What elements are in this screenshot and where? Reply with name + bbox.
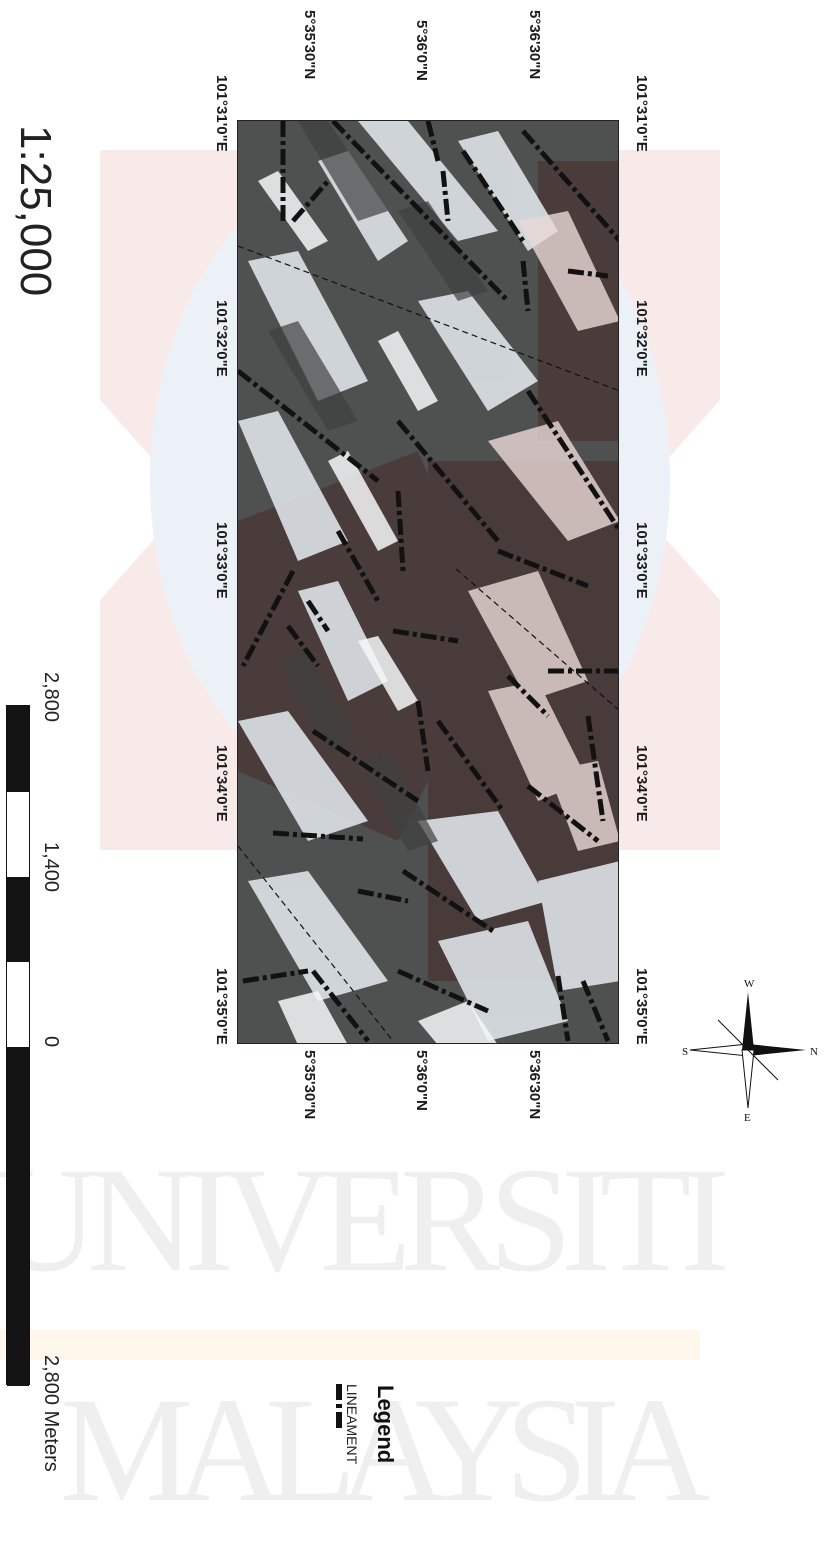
lon-label-left-4: 101°34'0"E [213,745,230,822]
lat-label-bottom-2: 5°36'0"N [413,1050,430,1111]
compass-s: S [682,1046,688,1058]
north-arrow-icon: N S E W [682,978,818,1124]
scale-seg-3 [7,877,29,962]
lineament-legend-icon [336,1384,342,1432]
scale-seg-4 [7,962,29,1047]
compass-n: N [810,1046,818,1058]
scale-bar [6,705,30,1386]
lon-label-right-4: 101°34'0"E [633,745,650,822]
lat-label-top-3: 5°36'30"N [526,10,543,80]
compass-w: W [744,978,755,990]
scale-ratio: 1:25,000 [11,125,60,297]
lon-label-left-1: 101°31'0"E [213,75,230,152]
legend-title: Legend [373,1385,398,1464]
scale-seg-5 [7,1047,29,1386]
compass-e: E [744,1112,751,1124]
lat-label-top-2: 5°36'0"N [413,20,430,81]
scale-seg-2 [7,792,29,877]
scale-label-2800: 2,800 [40,672,62,723]
scale-label-end: 2,800 Meters [40,1355,62,1472]
lat-label-top-1: 5°35'30"N [301,10,318,80]
lon-label-right-3: 101°33'0"E [633,522,650,599]
scale-label-0: 0 [40,1036,62,1048]
lon-label-right-5: 101°35'0"E [633,968,650,1045]
lon-label-right-1: 101°31'0"E [633,75,650,152]
lon-label-left-5: 101°35'0"E [213,968,230,1045]
lon-label-left-3: 101°33'0"E [213,522,230,599]
lon-label-left-2: 101°32'0"E [213,300,230,377]
lat-label-bottom-1: 5°35'30"N [301,1050,318,1120]
legend-item-lineament: LINEAMENT [344,1384,360,1465]
lat-label-bottom-3: 5°36'30"N [526,1050,543,1120]
scale-seg-1 [7,706,29,792]
map-frame[interactable] [237,120,619,1044]
scale-label-1400: 1,400 [40,842,62,893]
lon-label-right-2: 101°32'0"E [633,300,650,377]
hillshade-map [238,121,618,1043]
watermark-line1: UNIVERSITI [0,1137,730,1303]
